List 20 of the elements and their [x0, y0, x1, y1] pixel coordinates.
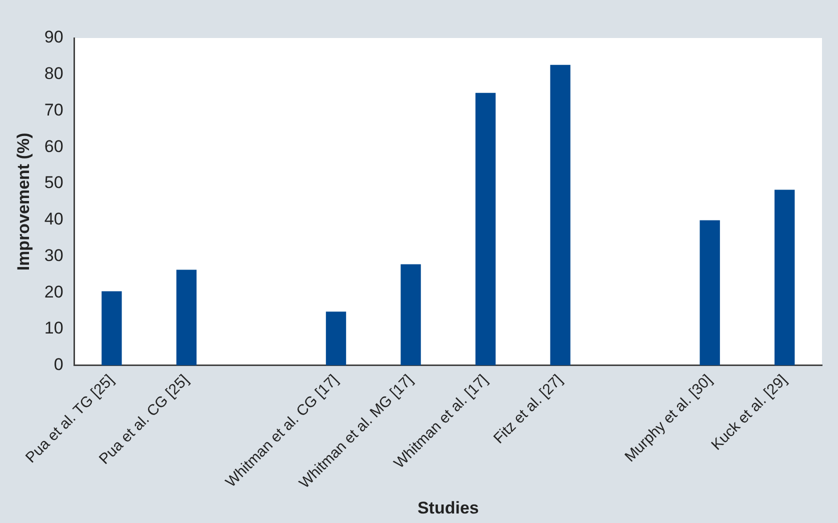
- y-tick-label: 10: [44, 318, 64, 338]
- y-tick-label: 80: [44, 64, 64, 84]
- bar: [550, 64, 570, 366]
- y-tick-label: 90: [44, 28, 64, 47]
- y-tick-label: 60: [44, 136, 64, 156]
- y-tick-label: 30: [44, 246, 64, 265]
- bar: [102, 291, 122, 366]
- y-tick-label: 0: [54, 355, 64, 374]
- y-axis-title: Improvement (%): [14, 132, 33, 271]
- y-tick-label: 50: [44, 173, 64, 192]
- y-tick-label: 70: [44, 100, 64, 120]
- y-tick-label: 40: [44, 210, 64, 229]
- bar: [326, 312, 346, 366]
- bar: [176, 270, 197, 366]
- x-axis-title: Studies: [417, 498, 479, 518]
- bar: [700, 220, 720, 366]
- bar: [774, 190, 795, 366]
- bar: [400, 264, 421, 366]
- y-tick-label: 20: [44, 282, 64, 302]
- bar: [475, 92, 496, 366]
